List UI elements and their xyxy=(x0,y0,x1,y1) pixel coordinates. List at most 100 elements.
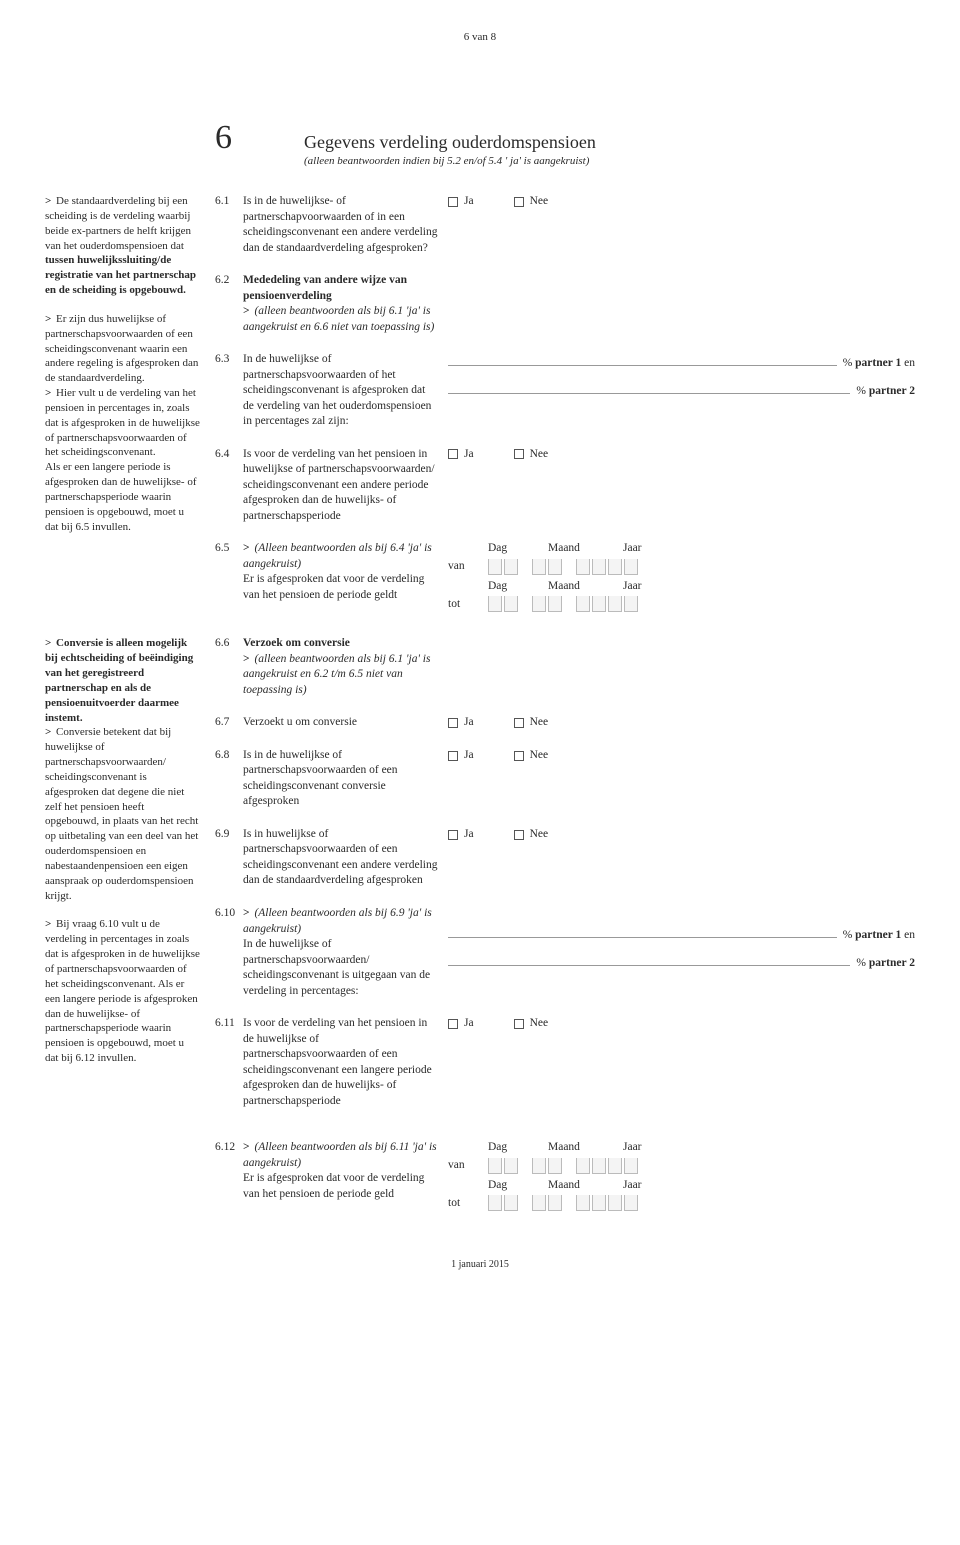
date-label-year: Jaar xyxy=(623,541,683,557)
question-number: 6.4 xyxy=(215,447,243,463)
question-number: 6.3 xyxy=(215,352,243,368)
checkbox-label: Nee xyxy=(530,447,549,463)
footer-date: 1 januari 2015 xyxy=(45,1258,915,1272)
sidebar-text: Als er een langere periode is afgesproke… xyxy=(45,461,197,532)
question-number: 6.2 xyxy=(215,273,243,289)
percent-sign: % xyxy=(843,929,855,941)
question-text: Is in de huwelijkse of partnerschapsvoor… xyxy=(243,748,448,810)
partner1-suffix: en xyxy=(901,357,915,369)
checkbox-label: Nee xyxy=(530,715,549,731)
checkbox-nee[interactable]: Nee xyxy=(514,827,549,843)
date-label-month: Maand xyxy=(548,1140,623,1156)
question-sub-italic: (Alleen beantwoorden als bij 6.11 'ja' i… xyxy=(243,1141,437,1169)
sidebar-text: Er zijn dus huwelijkse of partnerschapsv… xyxy=(45,313,198,384)
sidebar-text-bold: Conversie is alleen mogelijk bij echtsch… xyxy=(45,637,193,723)
question-number: 6.9 xyxy=(215,827,243,843)
date-input-tot[interactable] xyxy=(488,1195,638,1211)
date-label-month: Maand xyxy=(548,579,623,595)
date-label-day: Dag xyxy=(488,1140,548,1156)
partner1-suffix: en xyxy=(901,929,915,941)
checkbox-label: Nee xyxy=(530,827,549,843)
question-number: 6.1 xyxy=(215,194,243,210)
percent-input-partner2[interactable] xyxy=(448,952,850,966)
checkbox-label: Ja xyxy=(464,1016,474,1032)
percent-sign: % xyxy=(856,957,868,969)
percent-sign: % xyxy=(843,357,855,369)
date-label-year: Jaar xyxy=(623,579,683,595)
question-number: 6.8 xyxy=(215,748,243,764)
date-prefix-van: van xyxy=(448,1158,488,1174)
question-body: Er is afgesproken dat voor de verdeling … xyxy=(243,573,424,601)
sidebar-text: Hier vult u de verdeling van het pensioe… xyxy=(45,387,200,458)
checkbox-nee[interactable]: Nee xyxy=(514,447,549,463)
question-sub-italic: (Alleen beantwoorden als bij 6.9 'ja' is… xyxy=(243,907,432,935)
section-subtitle: (alleen beantwoorden indien bij 5.2 en/o… xyxy=(304,154,596,169)
question-text: Is in de huwelijkse- of partnerschapvoor… xyxy=(243,194,448,256)
question-text: Is voor de verdeling van het pensioen in… xyxy=(243,447,448,525)
question-sub-italic: (Alleen beantwoorden als bij 6.4 'ja' is… xyxy=(243,542,432,570)
page-number: 6 van 8 xyxy=(45,30,915,45)
question-text: Is voor de verdeling van het pensioen in… xyxy=(243,1016,448,1109)
question-text: Verzoekt u om conversie xyxy=(243,715,448,731)
percent-input-partner2[interactable] xyxy=(448,380,850,394)
partner1-label: partner 1 xyxy=(855,929,901,941)
checkbox-label: Ja xyxy=(464,827,474,843)
question-text: Is in huwelijkse of partnerschapsvoorwaa… xyxy=(243,827,448,889)
date-label-day: Dag xyxy=(488,541,548,557)
checkbox-ja[interactable]: Ja xyxy=(448,827,474,843)
checkbox-label: Ja xyxy=(464,194,474,210)
date-input-tot[interactable] xyxy=(488,596,638,612)
question-number: 6.10 xyxy=(215,906,243,922)
date-label-day: Dag xyxy=(488,1178,548,1194)
question-text: Mededeling van andere wijze van pensioen… xyxy=(243,273,448,335)
date-prefix-tot: tot xyxy=(448,597,488,613)
question-number: 6.7 xyxy=(215,715,243,731)
percent-input-partner1[interactable] xyxy=(448,924,837,938)
checkbox-ja[interactable]: Ja xyxy=(448,1016,474,1032)
checkbox-ja[interactable]: Ja xyxy=(448,748,474,764)
checkbox-nee[interactable]: Nee xyxy=(514,1016,549,1032)
date-label-day: Dag xyxy=(488,579,548,595)
partner2-label: partner 2 xyxy=(869,385,915,397)
sidebar-note-1: > De standaardverdeling bij een scheidin… xyxy=(45,194,215,535)
question-sub-italic: (alleen beantwoorden als bij 6.1 'ja' is… xyxy=(243,305,434,333)
sidebar-text-bold: tussen huwelijkssluiting/de registratie … xyxy=(45,254,196,296)
date-label-month: Maand xyxy=(548,541,623,557)
sidebar-text: Conversie betekent dat bij huwelijkse of… xyxy=(45,726,198,901)
date-prefix-tot: tot xyxy=(448,1196,488,1212)
checkbox-nee[interactable]: Nee xyxy=(514,715,549,731)
checkbox-label: Ja xyxy=(464,715,474,731)
date-input-van[interactable] xyxy=(488,559,638,575)
section-header: 6 Gegevens verdeling ouderdomspensioen (… xyxy=(215,115,915,169)
checkbox-nee[interactable]: Nee xyxy=(514,194,549,210)
question-number: 6.12 xyxy=(215,1140,243,1156)
checkbox-label: Nee xyxy=(530,748,549,764)
checkbox-ja[interactable]: Ja xyxy=(448,194,474,210)
percent-input-partner1[interactable] xyxy=(448,352,837,366)
checkbox-label: Nee xyxy=(530,1016,549,1032)
checkbox-ja[interactable]: Ja xyxy=(448,447,474,463)
question-number: 6.6 xyxy=(215,636,243,652)
question-body: Er is afgesproken dat voor de verdeling … xyxy=(243,1172,424,1200)
section-number: 6 xyxy=(215,115,232,161)
partner2-label: partner 2 xyxy=(869,957,915,969)
date-input-van[interactable] xyxy=(488,1158,638,1174)
question-text: > (Alleen beantwoorden als bij 6.9 'ja' … xyxy=(243,906,448,999)
checkbox-nee[interactable]: Nee xyxy=(514,748,549,764)
question-sub-italic: (alleen beantwoorden als bij 6.1 'ja' is… xyxy=(243,653,430,696)
question-text: Verzoek om conversie > (alleen beantwoor… xyxy=(243,636,448,698)
question-body: In de huwelijkse of partnerschapsvoorwaa… xyxy=(243,938,430,997)
partner1-label: partner 1 xyxy=(855,357,901,369)
percent-sign: % xyxy=(856,385,868,397)
sidebar-text: Bij vraag 6.10 vult u de verdeling in pe… xyxy=(45,918,200,1064)
section-title: Gegevens verdeling ouderdomspensioen xyxy=(304,130,596,154)
question-title-bold: Verzoek om conversie xyxy=(243,637,350,649)
date-label-year: Jaar xyxy=(623,1140,683,1156)
sidebar-text: De standaardverdeling bij een scheiding … xyxy=(45,195,191,252)
checkbox-ja[interactable]: Ja xyxy=(448,715,474,731)
checkbox-label: Nee xyxy=(530,194,549,210)
date-label-year: Jaar xyxy=(623,1178,683,1194)
date-prefix-van: van xyxy=(448,559,488,575)
question-number: 6.11 xyxy=(215,1016,243,1032)
question-text: > (Alleen beantwoorden als bij 6.4 'ja' … xyxy=(243,541,448,603)
